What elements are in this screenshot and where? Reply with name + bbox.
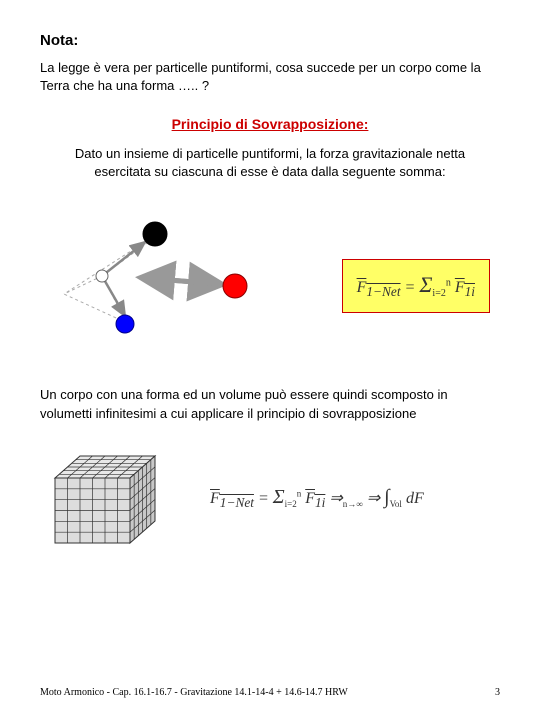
footer-citation: Moto Armonico - Cap. 16.1-16.7 - Gravita… <box>40 686 348 700</box>
diagram-row-1: F1−Net = Σi=2n F1i <box>40 216 500 356</box>
cube-diagram <box>40 443 180 553</box>
intro-text: La legge è vera per particelle puntiform… <box>40 59 500 95</box>
body-decompose-text: Un corpo con una forma ed un volume può … <box>40 386 500 422</box>
superposition-text: Dato un insieme di particelle puntiformi… <box>40 145 500 201</box>
page-number: 3 <box>495 686 500 700</box>
diagram-row-2: F1−Net = Σi=2n F1i ⇒n→∞ ⇒ ∫Vol dF <box>40 443 500 553</box>
superposition-heading: Principio di Sovrapposizione: <box>40 115 500 135</box>
formula-sum: F1−Net = Σi=2n F1i <box>342 259 490 313</box>
force-diagram <box>40 216 260 356</box>
note-heading: Nota: <box>40 30 500 51</box>
formula-integral: F1−Net = Σi=2n F1i ⇒n→∞ ⇒ ∫Vol dF <box>210 483 424 513</box>
page-footer: Moto Armonico - Cap. 16.1-16.7 - Gravita… <box>40 686 500 700</box>
